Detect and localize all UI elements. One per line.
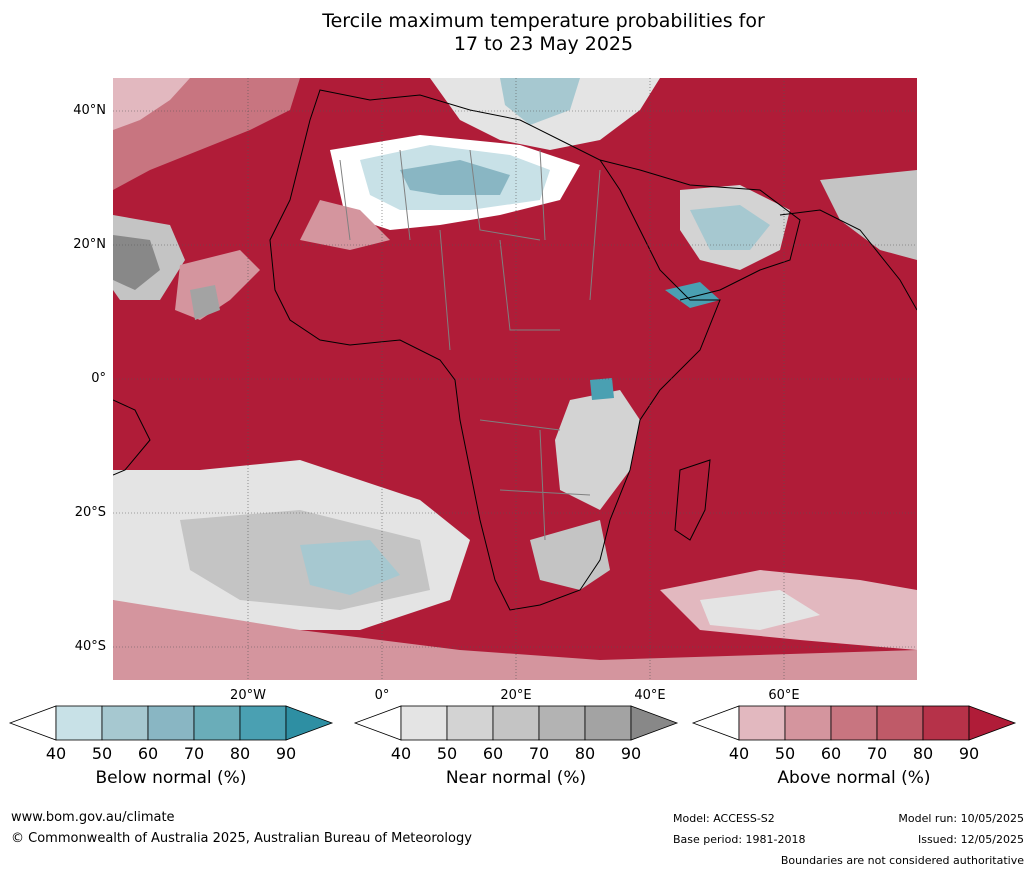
east-africa-near-normal <box>555 390 640 510</box>
title-line-2: 17 to 23 May 2025 <box>453 33 634 55</box>
above-normal-tick-label: 60 <box>820 744 842 763</box>
sahara-below-normal-core <box>400 160 510 195</box>
lake-victoria-below-normal <box>590 378 614 400</box>
below-normal-legend-label: Below normal (%) <box>95 768 247 788</box>
southern-ocean-above-normal <box>113 600 917 680</box>
iran-near-normal <box>820 170 917 260</box>
above-normal-colorbar-segment <box>876 705 924 741</box>
below-normal-colorbar-segment <box>193 705 241 741</box>
map-title: Tercile maximum temperature probabilitie… <box>0 10 1035 56</box>
below-normal-tick-label: 70 <box>183 744 205 763</box>
lat-label-20s: 20°S <box>74 505 106 520</box>
below-normal-colorbar-segment <box>147 705 195 741</box>
footer-base-period: Base period: 1981-2018 <box>673 833 806 846</box>
south-atlantic-below-normal <box>300 540 400 595</box>
colorbars <box>8 705 1017 741</box>
south-africa-near-normal <box>530 520 610 590</box>
below-normal-colorbar-segment <box>55 705 103 741</box>
lon-label-60e: 60°E <box>768 688 800 703</box>
near-normal-colorbar-segment <box>446 705 494 741</box>
above-normal-colorbar-segment <box>738 705 786 741</box>
near-normal-colorbar-segment <box>492 705 540 741</box>
footer-model-run: Model run: 10/05/2025 <box>898 812 1024 825</box>
below-normal-tick-label: 50 <box>91 744 113 763</box>
footer-boundaries: Boundaries are not considered authoritat… <box>780 854 1024 867</box>
near-normal-tick-label: 90 <box>620 744 642 763</box>
above-normal-tick-label: 50 <box>774 744 796 763</box>
near-normal-tick-label: 60 <box>482 744 504 763</box>
above-normal-colorbar-left-extend <box>691 705 740 741</box>
south-america-coastline <box>113 399 151 476</box>
below-normal-colorbar-right-extend <box>285 705 334 741</box>
lat-label-40n: 40°N <box>73 103 106 118</box>
below-normal-tick-label: 60 <box>137 744 159 763</box>
map-area <box>113 78 917 680</box>
graticule <box>113 78 917 680</box>
near-normal-tick-label: 70 <box>528 744 550 763</box>
arabia-coastline <box>599 159 801 301</box>
below-normal-colorbar-segment <box>239 705 287 741</box>
footer-issued: Issued: 12/05/2025 <box>917 833 1024 846</box>
west-sahara-above-normal <box>300 200 390 250</box>
madagascar-coastline <box>674 459 711 541</box>
lon-label-20w: 20°W <box>230 688 266 703</box>
above-normal-colorbar-segment <box>922 705 970 741</box>
above-normal-colorbar-segment <box>784 705 832 741</box>
near-normal-tick-label: 80 <box>574 744 596 763</box>
near-normal-legend-label: Near normal (%) <box>445 768 587 788</box>
near-normal-colorbar-segment <box>400 705 448 741</box>
footer-copyright: © Commonwealth of Australia 2025, Austra… <box>11 831 472 846</box>
above-normal-tick-label: 80 <box>912 744 934 763</box>
lat-label-20n: 20°N <box>73 237 106 252</box>
below-normal-tick-label: 80 <box>229 744 251 763</box>
below-normal-tick-label: 90 <box>275 744 297 763</box>
footer-model: Model: ACCESS-S2 <box>673 812 775 825</box>
near-normal-tick-label: 50 <box>436 744 458 763</box>
lon-label-0: 0° <box>374 688 390 703</box>
west-atlantic-dark-grey <box>113 235 160 290</box>
below-normal-colorbar-left-extend <box>8 705 57 741</box>
above-normal-colorbar-right-extend <box>968 705 1017 741</box>
near-normal-colorbar-segment <box>538 705 586 741</box>
mediterranean-below-normal <box>500 78 580 125</box>
lat-label-0: 0° <box>91 371 106 386</box>
below-normal-colorbar-segment <box>101 705 149 741</box>
footer-url[interactable]: www.bom.gov.au/climate <box>11 810 175 825</box>
near-normal-colorbar-right-extend <box>630 705 679 741</box>
lon-label-40e: 40°E <box>634 688 666 703</box>
near-normal-colorbar-left-extend <box>353 705 402 741</box>
above-normal-tick-label: 90 <box>958 744 980 763</box>
below-normal-tick-label: 40 <box>45 744 67 763</box>
above-normal-legend-label: Above normal (%) <box>777 768 931 788</box>
above-normal-colorbar-segment <box>830 705 878 741</box>
near-normal-colorbar-segment <box>584 705 632 741</box>
lat-label-40s: 40°S <box>74 639 106 654</box>
arabia-below-normal <box>690 205 770 250</box>
country-borders <box>339 149 601 541</box>
north-atlantic-pale <box>113 78 190 130</box>
atlantic-grey-patch <box>190 285 220 320</box>
indian-ocean-near-normal <box>700 590 820 630</box>
india-coastline <box>779 209 917 311</box>
near-normal-tick-label: 40 <box>390 744 412 763</box>
above-normal-tick-label: 40 <box>728 744 750 763</box>
title-line-1: Tercile maximum temperature probabilitie… <box>322 10 765 32</box>
lon-label-20e: 20°E <box>500 688 532 703</box>
above-normal-tick-label: 70 <box>866 744 888 763</box>
